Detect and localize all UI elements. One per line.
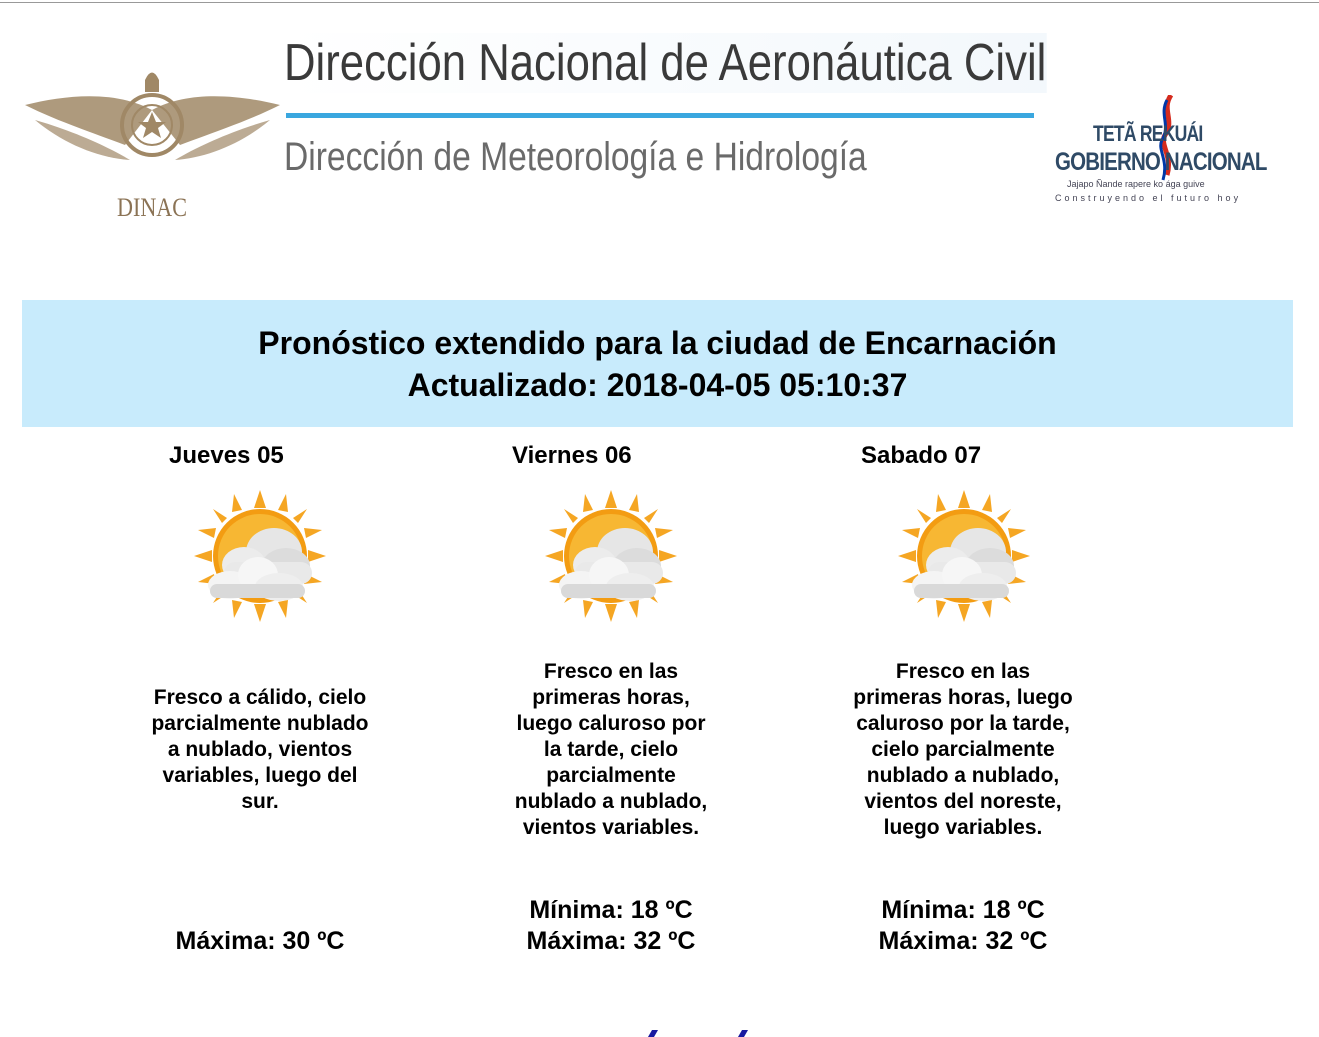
header-divider (286, 113, 1034, 118)
day-label: Sabado 07 (861, 442, 982, 469)
min-temp: Mínima: 18 ºC (529, 896, 693, 924)
winged-emblem-icon (25, 72, 280, 160)
max-temp: Máxima: 30 ºC (175, 927, 345, 955)
forecast-day-1: Jueves 05 Fresco a cálido, cielo parcial… (110, 440, 440, 970)
forecast-description: Fresco a cálido, cielo parcialmente nubl… (151, 686, 369, 813)
forecast-title: Pronóstico extendido para la ciudad de E… (258, 325, 1057, 361)
gov-logo-line2: GOBIERNO NACIONAL (1055, 148, 1267, 176)
max-temp: Máxima: 32 ºC (526, 927, 696, 955)
top-border (0, 2, 1319, 3)
page-header: DINAC Dirección Nacional de Aeronáutica … (20, 25, 1290, 225)
footer-link-fragment[interactable] (737, 1030, 749, 1037)
temperatures: Mínima: 18 ºC Máxima: 32 ºC (833, 895, 1093, 957)
gov-logo-line4: Construyendo el futuro hoy (1055, 193, 1242, 203)
max-temp: Máxima: 32 ºC (878, 927, 1048, 955)
forecast-banner: Pronóstico extendido para la ciudad de E… (22, 300, 1293, 427)
partly-cloudy-icon (194, 490, 326, 622)
forecast-day-3: Sabado 07 Fresco en las primeras horas, … (813, 440, 1143, 970)
footer-link-fragment[interactable] (647, 1030, 659, 1037)
day-label: Jueves 05 (169, 442, 284, 469)
gov-logo-line1: TETÃ REKUÁI (1093, 121, 1203, 146)
dinac-logo-text: DINAC (117, 193, 187, 222)
min-temp: Mínima: 18 ºC (881, 896, 1045, 924)
temperatures: Mínima: 18 ºC Máxima: 32 ºC (481, 895, 741, 957)
forecast-description: Fresco en las primeras horas, luego calu… (514, 660, 708, 839)
partly-cloudy-icon (545, 490, 677, 622)
gov-logo-line3: Jajapo Ñande rapere ko ága guive (1067, 179, 1205, 189)
header-subtitle: Dirección de Meteorología e Hidrología (284, 135, 867, 179)
partly-cloudy-icon (898, 490, 1030, 622)
updated-timestamp: Actualizado: 2018-04-05 05:10:37 (407, 367, 908, 403)
forecast-day-2: Viernes 06 Fresco en las primeras horas,… (461, 440, 791, 970)
flag-ribbon-icon (1159, 95, 1174, 181)
header-title: Dirección Nacional de Aeronáutica Civil (284, 33, 1047, 93)
day-label: Viernes 06 (512, 442, 632, 469)
forecast-description: Fresco en las primeras horas, luego calu… (853, 660, 1073, 839)
temperatures: Máxima: 30 ºC (130, 895, 390, 957)
dinac-logo: DINAC (25, 50, 280, 225)
gobierno-nacional-logo: TETÃ REKUÁI GOBIERNO NACIONAL Jajapo Ñan… (1055, 95, 1280, 210)
